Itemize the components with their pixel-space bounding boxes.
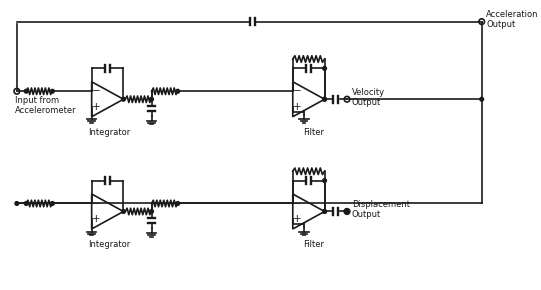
Circle shape — [322, 210, 326, 213]
Text: −: − — [92, 199, 101, 209]
Text: Integrator: Integrator — [88, 128, 130, 137]
Text: +: + — [92, 102, 101, 112]
Text: Filter: Filter — [303, 240, 324, 249]
Circle shape — [150, 97, 154, 101]
Text: Velocity
Output: Velocity Output — [352, 88, 385, 107]
Circle shape — [322, 97, 326, 101]
Circle shape — [322, 97, 326, 101]
Text: +: + — [293, 102, 302, 112]
Circle shape — [176, 202, 180, 205]
Circle shape — [322, 210, 326, 213]
Text: −: − — [92, 86, 101, 96]
Text: −: − — [293, 86, 302, 96]
Text: −: − — [293, 199, 302, 209]
Text: Integrator: Integrator — [88, 240, 130, 249]
Text: Filter: Filter — [303, 128, 324, 137]
Text: +: + — [293, 214, 302, 224]
Circle shape — [50, 89, 54, 93]
Circle shape — [480, 97, 484, 101]
Circle shape — [345, 210, 349, 213]
Circle shape — [24, 89, 28, 93]
Circle shape — [15, 202, 19, 205]
Circle shape — [50, 202, 54, 205]
Circle shape — [322, 179, 326, 182]
Circle shape — [176, 89, 180, 93]
Text: Acceleration
Output: Acceleration Output — [486, 10, 539, 29]
Circle shape — [24, 202, 28, 205]
Circle shape — [122, 210, 126, 213]
Text: Input from
Accelerometer: Input from Accelerometer — [15, 96, 77, 115]
Text: Displacement
Output: Displacement Output — [352, 200, 410, 219]
Circle shape — [122, 97, 126, 101]
Text: +: + — [92, 214, 101, 224]
Circle shape — [322, 66, 326, 70]
Circle shape — [150, 210, 154, 213]
